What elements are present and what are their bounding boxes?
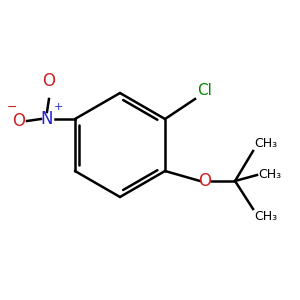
Text: Cl: Cl	[197, 83, 212, 98]
Text: N: N	[41, 110, 53, 128]
Text: O: O	[43, 72, 56, 90]
Text: CH₃: CH₃	[254, 137, 277, 150]
Text: O: O	[199, 172, 212, 190]
Text: −: −	[7, 101, 17, 114]
Text: CH₃: CH₃	[258, 169, 281, 182]
Text: O: O	[13, 112, 26, 130]
Text: +: +	[54, 102, 63, 112]
Text: CH₃: CH₃	[254, 210, 277, 223]
